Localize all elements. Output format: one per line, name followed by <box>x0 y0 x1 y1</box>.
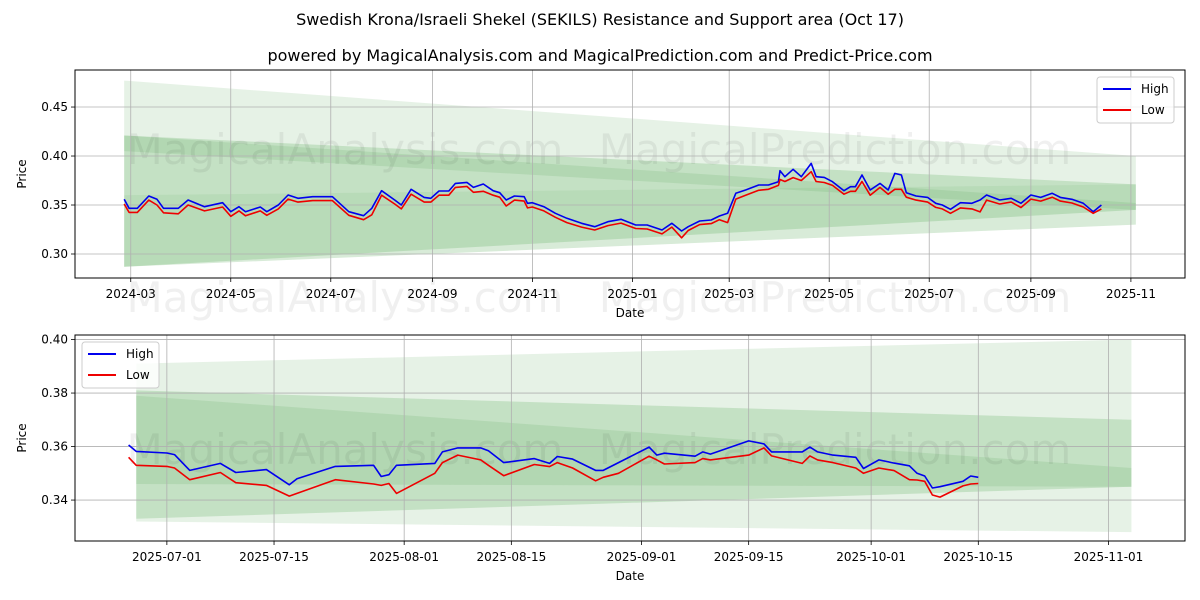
x-tick-label: 2024-11 <box>507 287 557 301</box>
legend: High Low <box>1096 76 1175 124</box>
prediction-band <box>124 80 1136 267</box>
y-tick-label: 0.36 <box>41 440 68 454</box>
chart-detail: MagicalAnalysis.com MagicalPrediction.com… <box>15 333 1186 583</box>
watermark: MagicalAnalysis.com <box>127 273 564 322</box>
x-tick-label: 2025-07-01 <box>132 550 202 564</box>
x-tick-label: 2024-07 <box>306 287 356 301</box>
prediction-band <box>124 135 1136 210</box>
watermark: MagicalPrediction.com <box>599 273 1072 322</box>
series-line-high <box>123 162 1102 232</box>
x-tick-label: 2025-11-01 <box>1074 550 1144 564</box>
plot-frame <box>74 334 1186 542</box>
x-tick-label: 2025-01 <box>607 287 657 301</box>
x-tick-label: 2025-08-15 <box>476 550 546 564</box>
y-axis-label: Price <box>15 423 29 452</box>
x-tick-label: 2025-09-15 <box>714 550 784 564</box>
prediction-band <box>136 395 1132 487</box>
x-tick-label: 2025-10-01 <box>836 550 906 564</box>
legend-label-high: High <box>126 347 154 361</box>
legend-label-low: Low <box>126 368 150 382</box>
y-tick-label: 0.40 <box>41 333 68 347</box>
legend: High Low <box>81 341 160 389</box>
x-tick-label: 2025-11 <box>1106 287 1156 301</box>
y-tick-label: 0.30 <box>41 247 68 261</box>
x-axis-label: Date <box>616 569 645 583</box>
series-line-high <box>128 440 979 489</box>
chart-overview: MagicalAnalysis.com MagicalPrediction.com… <box>15 69 1186 322</box>
x-tick-label: 2025-05 <box>804 287 854 301</box>
x-tick-label: 2024-05 <box>206 287 256 301</box>
x-tick-label: 2025-09 <box>1006 287 1056 301</box>
x-tick-label: 2025-09-01 <box>607 550 677 564</box>
chart-title: Swedish Krona/Israeli Shekel (SEKILS) Re… <box>296 10 904 29</box>
watermark: MagicalPrediction.com <box>599 425 1072 474</box>
x-tick-label: 2025-07-15 <box>239 550 309 564</box>
y-tick-label: 0.40 <box>41 149 68 163</box>
legend-label-high: High <box>1141 82 1169 96</box>
series-line-low <box>123 170 1102 239</box>
x-tick-label: 2025-10-15 <box>943 550 1013 564</box>
prediction-band <box>124 135 1136 267</box>
series-line-low <box>128 447 979 498</box>
x-tick-label: 2025-03 <box>704 287 754 301</box>
x-tick-label: 2024-09 <box>407 287 457 301</box>
y-tick-label: 0.38 <box>41 386 68 400</box>
plot-frame <box>74 69 1186 279</box>
legend-label-low: Low <box>1141 103 1165 117</box>
watermark: MagicalPrediction.com <box>599 125 1072 174</box>
y-axis-label: Price <box>15 159 29 188</box>
x-axis-label: Date <box>616 306 645 320</box>
x-tick-label: 2025-07 <box>904 287 954 301</box>
watermark: MagicalAnalysis.com <box>127 125 564 174</box>
chart-subtitle: powered by MagicalAnalysis.com and Magic… <box>267 46 933 65</box>
y-tick-label: 0.45 <box>41 100 68 114</box>
x-tick-label: 2025-08-01 <box>369 550 439 564</box>
x-tick-label: 2024-03 <box>106 287 156 301</box>
y-tick-label: 0.34 <box>41 493 68 507</box>
y-tick-label: 0.35 <box>41 198 68 212</box>
